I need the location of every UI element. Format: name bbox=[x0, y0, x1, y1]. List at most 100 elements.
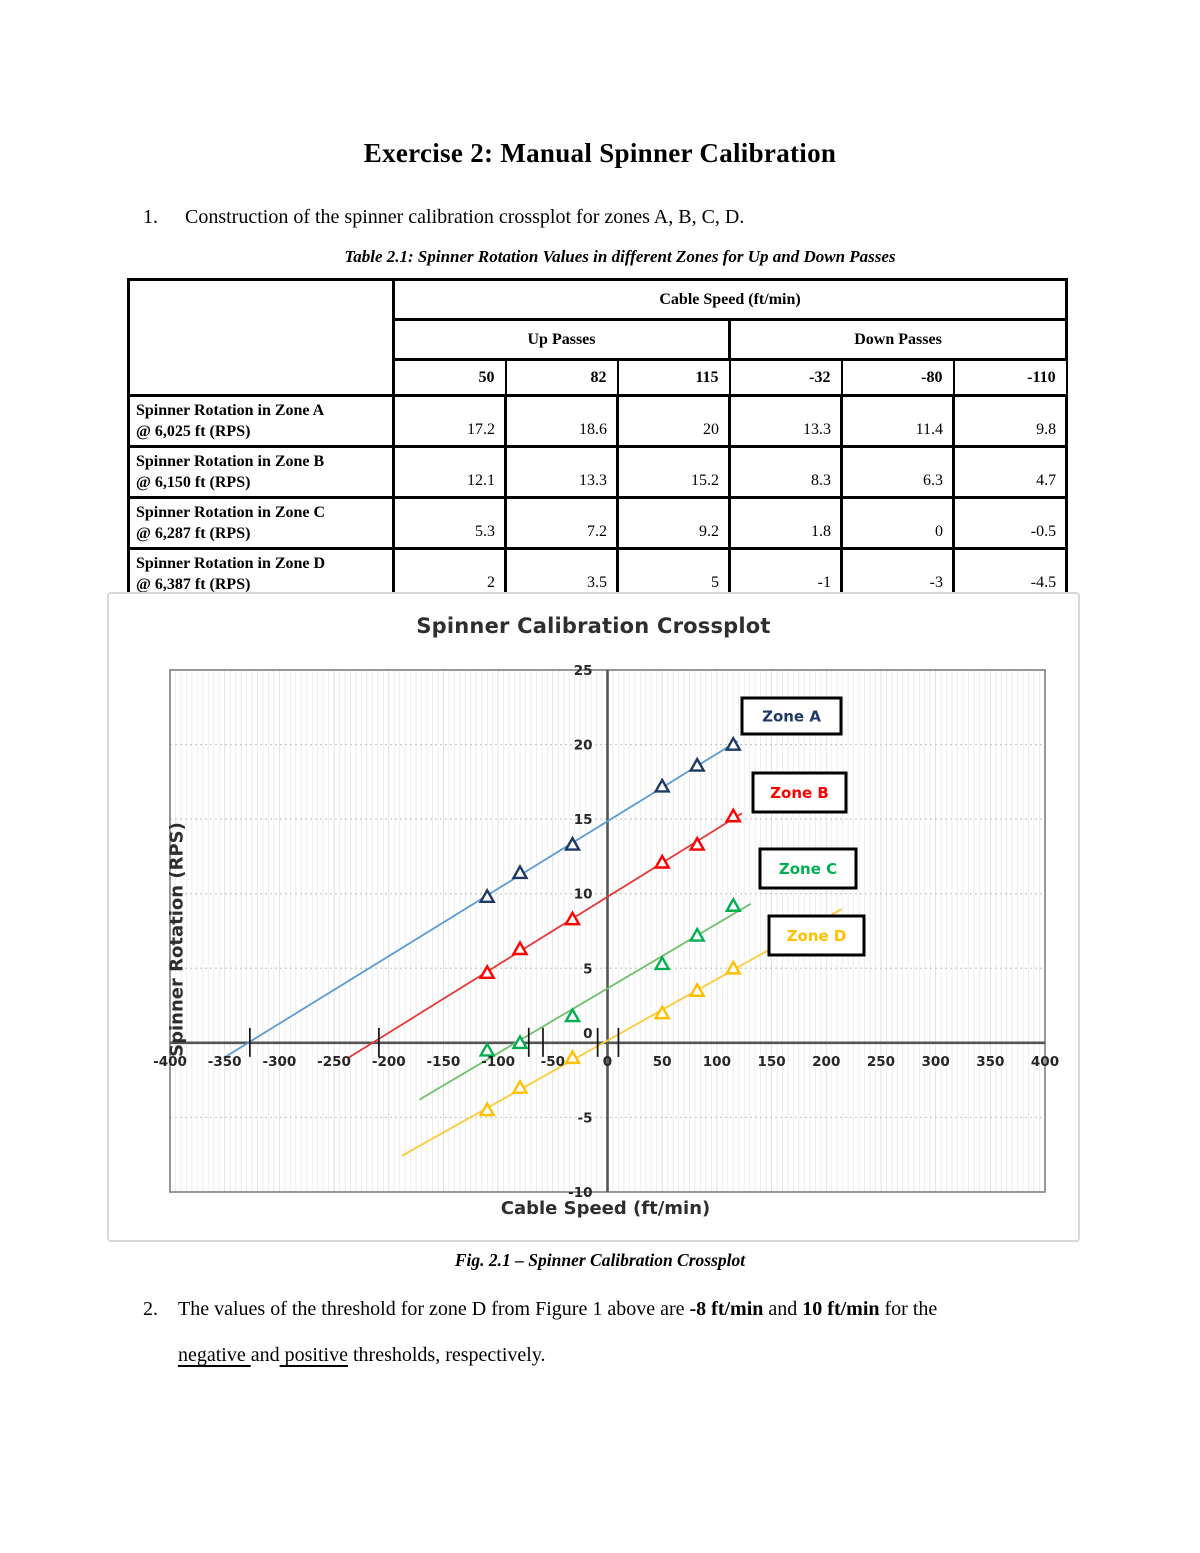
table-value-cell: 18.6 bbox=[504, 394, 619, 448]
data-point-marker bbox=[511, 1078, 529, 1094]
table-speed-header-cell: -110 bbox=[952, 358, 1068, 397]
table-caption: Table 2.1: Spinner Rotation Values in di… bbox=[344, 247, 896, 266]
table-row-label: Spinner Rotation in Zone A @ 6,025 ft (RP… bbox=[127, 394, 395, 448]
data-point-marker bbox=[724, 896, 742, 912]
list-item-1-number: 1. bbox=[143, 206, 158, 228]
table-speed-header-row: 50 82 115 -32 -80 -110 bbox=[129, 358, 1068, 397]
data-point-marker bbox=[563, 910, 582, 926]
y-tick-label: 5 bbox=[583, 961, 592, 977]
figure-2-1: -400 -350 -300 -250 -200 -150 -100 -50 0 50 100 150… bbox=[107, 592, 1080, 1242]
text-segment: thresholds, respectively. bbox=[347, 1344, 546, 1366]
svg-text:Zone B: Zone B bbox=[770, 784, 829, 802]
text-segment: The values of the threshold for zone D f… bbox=[178, 1298, 690, 1320]
data-point-marker bbox=[511, 1034, 529, 1050]
spinner-calibration-chart: -400 -350 -300 -250 -200 -150 -100 -50 0 50 100 150… bbox=[109, 594, 1078, 1240]
y-tick-label: 20 bbox=[574, 738, 593, 754]
table-value-cell: 9.8 bbox=[951, 394, 1069, 448]
data-point-marker bbox=[478, 887, 496, 903]
data-point-marker bbox=[478, 1101, 496, 1117]
y-tick-label: 15 bbox=[574, 812, 593, 828]
x-tick-label: -400 bbox=[153, 1054, 187, 1070]
table-corner-blank-cell bbox=[127, 278, 395, 397]
y-axis-title: Spinner Rotation (RPS) bbox=[166, 822, 188, 1057]
table-value-cell: 5.3 bbox=[392, 496, 507, 550]
data-point-marker bbox=[478, 1041, 496, 1057]
data-point-marker bbox=[653, 777, 671, 793]
trend-line bbox=[223, 740, 739, 1059]
table-value-cell: 12.1 bbox=[392, 445, 507, 499]
table-speed-header-cell: 82 bbox=[504, 358, 619, 397]
table-value-cell: 17.2 bbox=[392, 394, 507, 448]
table-row: Spinner Rotation in Zone B @ 6,150 ft (RP… bbox=[127, 445, 1069, 499]
table-speed-header-cell: 115 bbox=[616, 358, 731, 397]
table-speed-header-cell: 50 bbox=[392, 358, 507, 397]
table-value-cell: 15.2 bbox=[616, 445, 731, 499]
table-speed-header-cell: -32 bbox=[728, 358, 843, 397]
y-tick-label: 10 bbox=[574, 887, 593, 903]
data-point-marker bbox=[653, 853, 671, 869]
text-segment: for the bbox=[879, 1298, 938, 1320]
data-point-marker bbox=[724, 959, 742, 975]
x-tick-label: -150 bbox=[427, 1054, 461, 1070]
x-tick-label: -100 bbox=[481, 1054, 515, 1070]
list-item-2-line: The values of the threshold for zone D f… bbox=[178, 1296, 1118, 1323]
table-value-cell: -0.5 bbox=[951, 496, 1069, 550]
legend-zone-c: Zone C bbox=[758, 847, 858, 890]
x-tick-label: 100 bbox=[703, 1054, 731, 1070]
x-tick-label: 150 bbox=[757, 1054, 785, 1070]
list-item-1-text: Construction of the spinner calibration … bbox=[185, 206, 745, 228]
legend-zone-d: Zone D bbox=[767, 914, 866, 957]
data-point-marker bbox=[653, 954, 671, 971]
table-value-cell: 9.2 bbox=[616, 496, 731, 550]
y-tick-label: -10 bbox=[568, 1185, 592, 1201]
data-point-marker bbox=[724, 735, 742, 751]
x-tick-label: -200 bbox=[372, 1054, 406, 1070]
spinner-rotation-table: Cable Speed (ft/min) Up Passes Down Pass… bbox=[127, 278, 1069, 601]
table-value-cell: 8.3 bbox=[728, 445, 843, 499]
x-tick-label: 400 bbox=[1031, 1054, 1059, 1070]
text-segment: and bbox=[250, 1344, 280, 1366]
data-point-marker bbox=[724, 807, 742, 823]
data-point-marker bbox=[653, 1004, 671, 1020]
x-tick-label: 250 bbox=[867, 1054, 895, 1070]
x-tick-label: 200 bbox=[812, 1054, 840, 1070]
table-value-cell: 11.4 bbox=[840, 394, 955, 448]
data-point-marker bbox=[688, 981, 706, 997]
table-value-cell: 20 bbox=[616, 394, 731, 448]
x-tick-label: -350 bbox=[208, 1054, 242, 1070]
list-item-1: 1. Construction of the spinner calibratio… bbox=[143, 206, 1123, 229]
table-value-cell: 4.7 bbox=[951, 445, 1069, 499]
x-tick-label: -50 bbox=[541, 1054, 565, 1070]
table-row-label: Spinner Rotation in Zone C @ 6,287 ft (RP… bbox=[127, 496, 395, 550]
data-point-marker bbox=[511, 940, 529, 956]
data-point-marker bbox=[563, 835, 582, 851]
table-value-cell: 1.8 bbox=[728, 496, 843, 550]
table-value-cell: 13.3 bbox=[728, 394, 843, 448]
x-tick-label: -300 bbox=[262, 1054, 296, 1070]
svg-text:Zone A: Zone A bbox=[762, 708, 821, 726]
x-tick-label: 300 bbox=[922, 1054, 950, 1070]
list-item-2-line: negative and positive thresholds, respec… bbox=[178, 1342, 1118, 1369]
trend-line bbox=[418, 902, 752, 1101]
table-value-cell: 13.3 bbox=[504, 445, 619, 499]
data-point-marker bbox=[478, 963, 496, 980]
table-up-passes-header: Up Passes bbox=[392, 318, 731, 361]
table-row: Spinner Rotation in Zone C @ 6,287 ft (RP… bbox=[127, 496, 1069, 550]
x-tick-label: 50 bbox=[653, 1054, 672, 1070]
threshold-value: -8 ft/min bbox=[689, 1298, 764, 1320]
legend-zone-a: Zone A bbox=[740, 696, 843, 736]
data-point-marker bbox=[688, 756, 706, 772]
table-row-label: Spinner Rotation in Zone B @ 6,150 ft (RP… bbox=[127, 445, 395, 499]
table-value-cell: 0 bbox=[840, 496, 955, 550]
y-tick-label: 0 bbox=[583, 1026, 592, 1042]
data-point-marker bbox=[563, 1007, 582, 1023]
data-point-marker bbox=[511, 863, 529, 880]
trend-line bbox=[347, 812, 743, 1059]
x-tick-label: -250 bbox=[317, 1054, 351, 1070]
x-axis-title: Cable Speed (ft/min) bbox=[500, 1198, 711, 1219]
data-point-marker bbox=[563, 1048, 582, 1065]
threshold-value: 10 ft/min bbox=[802, 1298, 880, 1320]
underlined-term: positive bbox=[279, 1344, 348, 1366]
table-speed-header-cell: -80 bbox=[840, 358, 955, 397]
table-value-cell: 7.2 bbox=[504, 496, 619, 550]
